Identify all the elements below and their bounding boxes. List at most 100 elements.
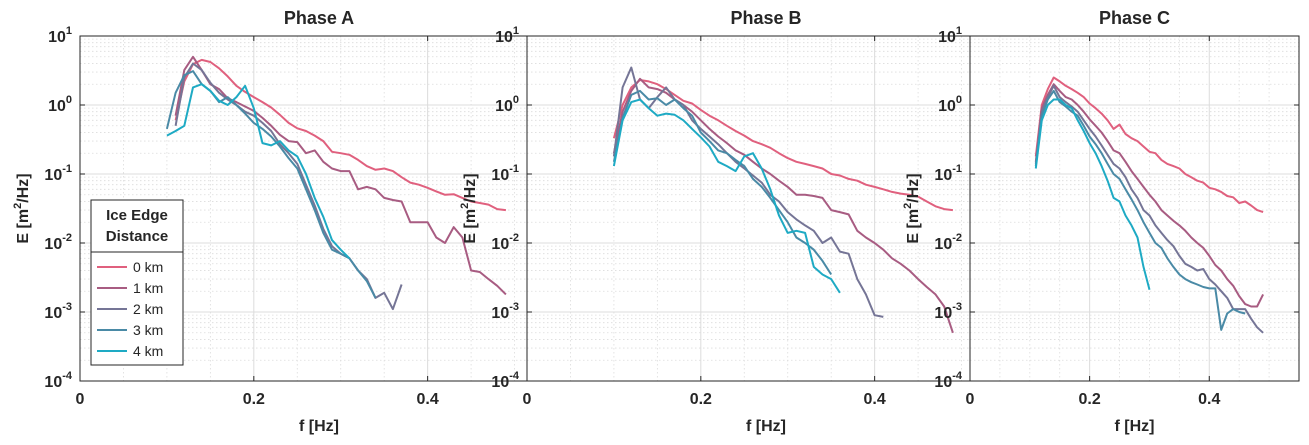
- x-tick-label: 0.4: [417, 391, 439, 408]
- y-tick-label: 10-1: [44, 163, 72, 184]
- y-tick-label: 101: [938, 25, 962, 46]
- y-tick-base: 10: [934, 305, 952, 322]
- y-tick-base: 10: [938, 29, 956, 46]
- legend: Ice Edge Distance 0 km 1 km 2 km 3 km 4 km: [90, 199, 184, 366]
- y-tick-exponent: 1: [956, 25, 962, 37]
- y-tick-base: 10: [48, 29, 66, 46]
- y-axis-label: E [m2/Hz]: [459, 173, 479, 243]
- y-tick-base: 10: [934, 374, 952, 391]
- y-tick-label: 10-2: [491, 232, 519, 253]
- legend-entry-2-km: 2 km: [133, 301, 163, 317]
- y-tick-exponent: 1: [66, 25, 72, 37]
- y-axis-label: E [m2/Hz]: [12, 173, 32, 243]
- chart-title: Phase B: [730, 8, 801, 28]
- y-tick-exponent: -3: [62, 301, 72, 313]
- y-tick-label: 10-2: [934, 232, 962, 253]
- y-tick-base: 10: [938, 98, 956, 115]
- series-line-1-km: [612, 77, 954, 334]
- y-tick-label: 10-4: [491, 370, 519, 391]
- y-tick-exponent: 0: [66, 94, 72, 106]
- legend-entry-0-km: 0 km: [133, 259, 163, 275]
- y-axis-label-tail: /Hz]: [15, 173, 32, 202]
- y-tick-exponent: 0: [513, 94, 519, 106]
- y-tick-exponent: -1: [509, 163, 519, 175]
- y-tick-label: 101: [495, 25, 519, 46]
- series-line-2-km: [1034, 84, 1264, 334]
- y-axis-label-base: E [m: [905, 209, 922, 244]
- y-tick-exponent: -2: [62, 232, 72, 244]
- y-tick-exponent: -1: [62, 163, 72, 175]
- y-tick-label: 10-3: [44, 301, 72, 322]
- y-tick-base: 10: [934, 167, 952, 184]
- legend-entry-1-km: 1 km: [133, 280, 163, 296]
- y-tick-exponent: -1: [952, 163, 962, 175]
- series-line-3-km: [1034, 89, 1246, 331]
- legend-title-line1: Ice Edge: [106, 207, 168, 224]
- y-axis-label-base: E [m: [15, 209, 32, 244]
- y-tick-label: 10-2: [44, 232, 72, 253]
- x-tick-label: 0: [966, 391, 975, 408]
- y-tick-label: 10-1: [934, 163, 962, 184]
- y-tick-label: 10-4: [44, 370, 72, 391]
- y-tick-base: 10: [491, 167, 509, 184]
- x-tick-label: 0.2: [243, 391, 265, 408]
- y-tick-label: 100: [938, 94, 962, 115]
- y-axis-label-sup: 2: [12, 203, 24, 209]
- y-tick-label: 100: [48, 94, 72, 115]
- series-line-4-km: [612, 98, 841, 294]
- x-tick-label: 0.4: [1198, 391, 1220, 408]
- y-tick-label: 10-1: [491, 163, 519, 184]
- series-line-3-km: [612, 89, 833, 276]
- y-tick-exponent: -4: [952, 370, 963, 382]
- y-tick-exponent: -4: [509, 370, 520, 382]
- y-tick-base: 10: [491, 305, 509, 322]
- y-tick-base: 10: [48, 98, 66, 115]
- series-line-4-km: [166, 83, 351, 260]
- y-tick-base: 10: [44, 167, 62, 184]
- y-tick-exponent: -2: [952, 232, 962, 244]
- y-tick-exponent: 0: [956, 94, 962, 106]
- chart-title: Phase A: [284, 8, 354, 28]
- y-tick-base: 10: [934, 236, 952, 253]
- x-tick-label: 0.2: [690, 391, 712, 408]
- plot-area: [527, 36, 1005, 381]
- x-axis-label: f [Hz]: [299, 418, 339, 435]
- axes-box: [969, 35, 1300, 382]
- y-axis-label: E [m2/Hz]: [902, 173, 922, 243]
- legend-title-line2: Distance: [106, 228, 169, 245]
- y-tick-exponent: -2: [509, 232, 519, 244]
- y-axis-label-base: E [m: [462, 209, 479, 244]
- x-axis-label: f [Hz]: [746, 418, 786, 435]
- x-tick-label: 0: [523, 391, 532, 408]
- y-tick-base: 10: [44, 374, 62, 391]
- y-tick-exponent: -3: [509, 301, 519, 313]
- y-tick-label: 100: [495, 94, 519, 115]
- chart-title: Phase C: [1099, 8, 1170, 28]
- y-tick-base: 10: [491, 236, 509, 253]
- series-line-0-km: [1034, 76, 1264, 214]
- series-line-4-km: [1034, 98, 1151, 291]
- legend-box: [90, 199, 184, 366]
- y-axis-label-sup: 2: [902, 203, 914, 209]
- y-axis-label-tail: /Hz]: [905, 173, 922, 202]
- y-tick-label: 101: [48, 25, 72, 46]
- y-tick-label: 10-4: [934, 370, 962, 391]
- legend-entry-3-km: 3 km: [133, 322, 163, 338]
- y-tick-base: 10: [495, 98, 513, 115]
- y-tick-base: 10: [495, 29, 513, 46]
- y-axis-label-sup: 2: [459, 203, 471, 209]
- plot-area: [970, 36, 1299, 381]
- series-line-0-km: [174, 58, 507, 212]
- x-tick-label: 0.2: [1079, 391, 1101, 408]
- y-tick-exponent: -3: [952, 301, 962, 313]
- y-tick-label: 10-3: [491, 301, 519, 322]
- y-tick-base: 10: [44, 236, 62, 253]
- y-tick-base: 10: [44, 305, 62, 322]
- x-tick-label: 0: [76, 391, 85, 408]
- legend-entry-4-km: 4 km: [133, 343, 163, 359]
- series-line-1-km: [1034, 83, 1264, 308]
